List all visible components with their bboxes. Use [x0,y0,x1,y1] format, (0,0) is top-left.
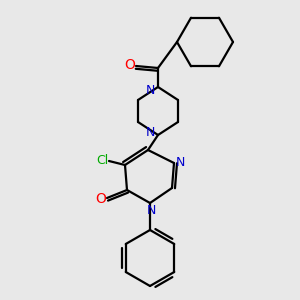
Text: Cl: Cl [96,154,108,167]
Text: O: O [124,58,135,72]
Text: O: O [96,192,106,206]
Text: N: N [175,155,185,169]
Text: N: N [145,125,155,139]
Text: N: N [146,203,156,217]
Text: N: N [145,83,155,97]
